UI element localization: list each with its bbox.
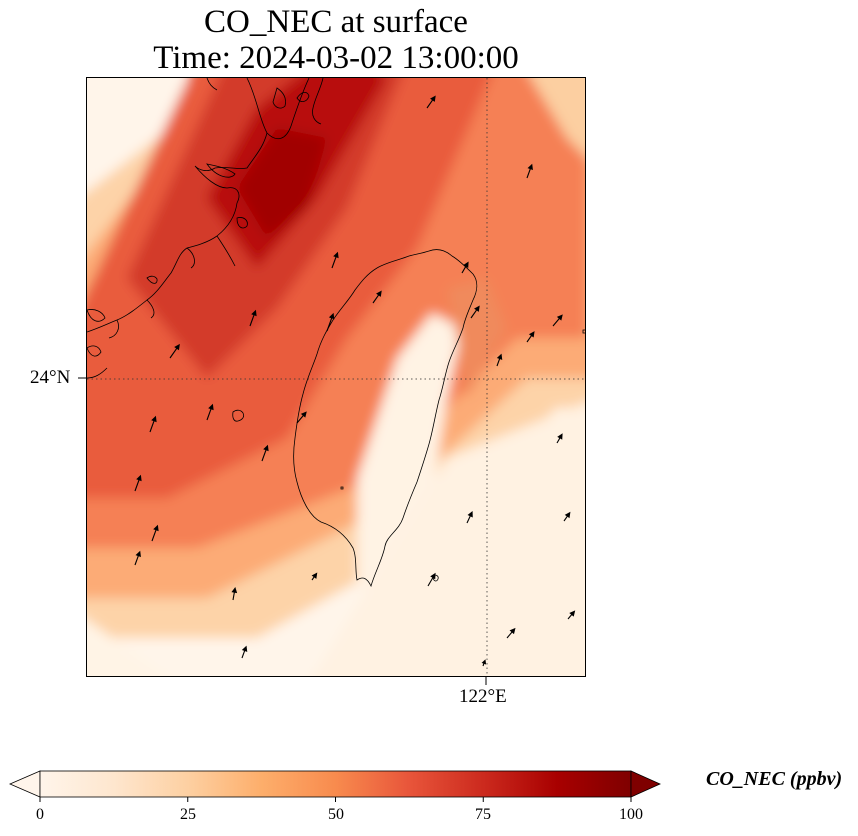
colorbar-tick-label: 0	[36, 806, 44, 823]
colorbar-tick-label: 25	[180, 806, 196, 823]
colorbar-extend-high	[630, 770, 661, 798]
longitude-tick-label: 122°E	[459, 686, 507, 707]
taiwan-coastline	[293, 249, 478, 588]
latitude-tick-label: 24°N	[30, 367, 71, 388]
map-panel[interactable]	[86, 77, 586, 677]
wind-vectors	[134, 95, 576, 667]
gridlines	[87, 78, 585, 676]
colorbar-tick-label: 75	[475, 806, 491, 823]
colorbar-tick-label: 100	[619, 806, 643, 823]
china-coastline	[87, 78, 310, 379]
coastlines	[87, 78, 585, 588]
colorbar-extend-low	[8, 770, 41, 798]
colorbar-ticks	[39, 797, 632, 802]
longitude-tick	[485, 677, 487, 685]
colorbar	[8, 770, 661, 802]
colorbar-tick-label: 50	[328, 806, 344, 823]
map-title-line2: Time: 2024-03-02 13:00:00	[153, 40, 519, 76]
colorbar-label: CO_NEC (ppbv)	[706, 768, 843, 790]
map-canvas	[87, 78, 585, 676]
concentration-field	[87, 78, 585, 676]
colorbar-gradient	[39, 770, 632, 798]
map-title-line1: CO_NEC at surface	[204, 4, 468, 40]
latitude-tick	[78, 377, 86, 379]
